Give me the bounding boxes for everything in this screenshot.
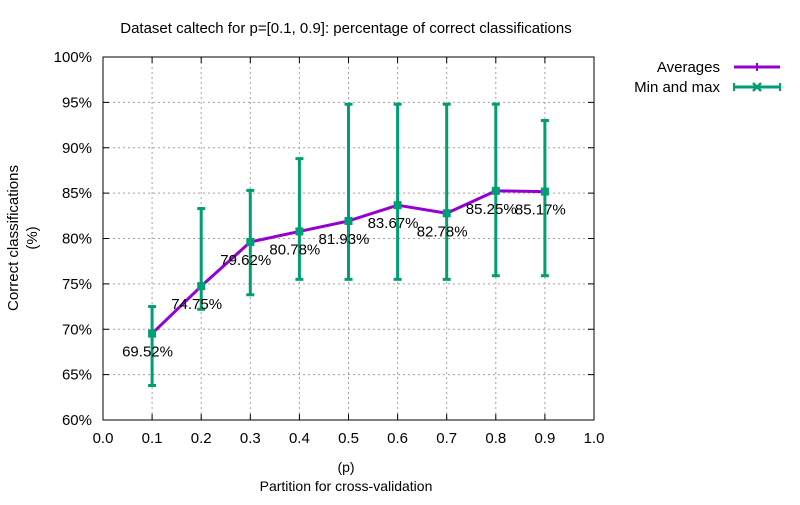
x-tick-label: 0.0 <box>93 430 114 447</box>
x-tick-label: 0.4 <box>289 430 310 447</box>
data-label: 74.75% <box>171 296 222 313</box>
y-axis-label-line1: Correct classifications <box>5 165 22 311</box>
average-point <box>197 282 206 291</box>
data-label: 83.67% <box>368 215 419 232</box>
data-label: 80.78% <box>269 241 320 258</box>
data-label: 81.93% <box>319 231 370 248</box>
legend-marker-min-max <box>752 82 762 92</box>
x-axis-label-line2: Partition for cross-validation <box>260 478 433 494</box>
legend: Averages Min and max <box>634 59 781 96</box>
data-label: 85.25% <box>466 201 517 218</box>
y-tick-label: 95% <box>62 94 92 111</box>
y-tick-label: 90% <box>62 140 92 157</box>
legend-label-min-max: Min and max <box>634 79 720 96</box>
x-tick-label: 0.3 <box>240 430 261 447</box>
data-label: 82.78% <box>417 223 468 240</box>
data-label: 69.52% <box>122 344 173 361</box>
axis-ticks: 0.0 0.1 0.2 0.3 0.4 0.5 0.6 0.7 0.8 0.9 1.0 60% 65% 7… <box>54 49 605 447</box>
average-point <box>295 227 304 236</box>
average-point <box>393 201 402 210</box>
average-point <box>540 187 549 196</box>
chart-title: Dataset caltech for p=[0.1, 0.9]: percen… <box>120 20 572 37</box>
x-axis-label-line1: (p) <box>337 459 354 475</box>
y-tick-label: 85% <box>62 185 92 202</box>
x-tick-label: 0.8 <box>485 430 506 447</box>
chart-marks: 69.52% 74.75% 79.62%80.78%81.93%83.67%82.7… <box>122 102 566 388</box>
average-point <box>344 216 353 225</box>
x-tick-label: 1.0 <box>584 430 605 447</box>
y-axis-label-line2: (%) <box>24 226 41 249</box>
average-point <box>442 209 451 218</box>
legend-label-averages: Averages <box>657 59 720 76</box>
average-point <box>148 329 157 338</box>
x-tick-label: 0.1 <box>142 430 163 447</box>
data-label: 85.17% <box>515 202 566 219</box>
x-tick-label: 0.2 <box>191 430 212 447</box>
y-tick-label: 75% <box>62 276 92 293</box>
x-tick-label: 0.9 <box>534 430 555 447</box>
data-label: 79.62% <box>220 252 271 269</box>
y-tick-label: 60% <box>62 412 92 429</box>
y-tick-label: 65% <box>62 367 92 384</box>
y-tick-label: 100% <box>54 49 92 66</box>
x-tick-label: 0.5 <box>338 430 359 447</box>
y-tick-label: 70% <box>62 321 92 338</box>
average-point <box>491 186 500 195</box>
y-tick-label: 80% <box>62 231 92 248</box>
x-tick-label: 0.6 <box>387 430 408 447</box>
average-point <box>246 237 255 246</box>
x-tick-label: 0.7 <box>436 430 457 447</box>
